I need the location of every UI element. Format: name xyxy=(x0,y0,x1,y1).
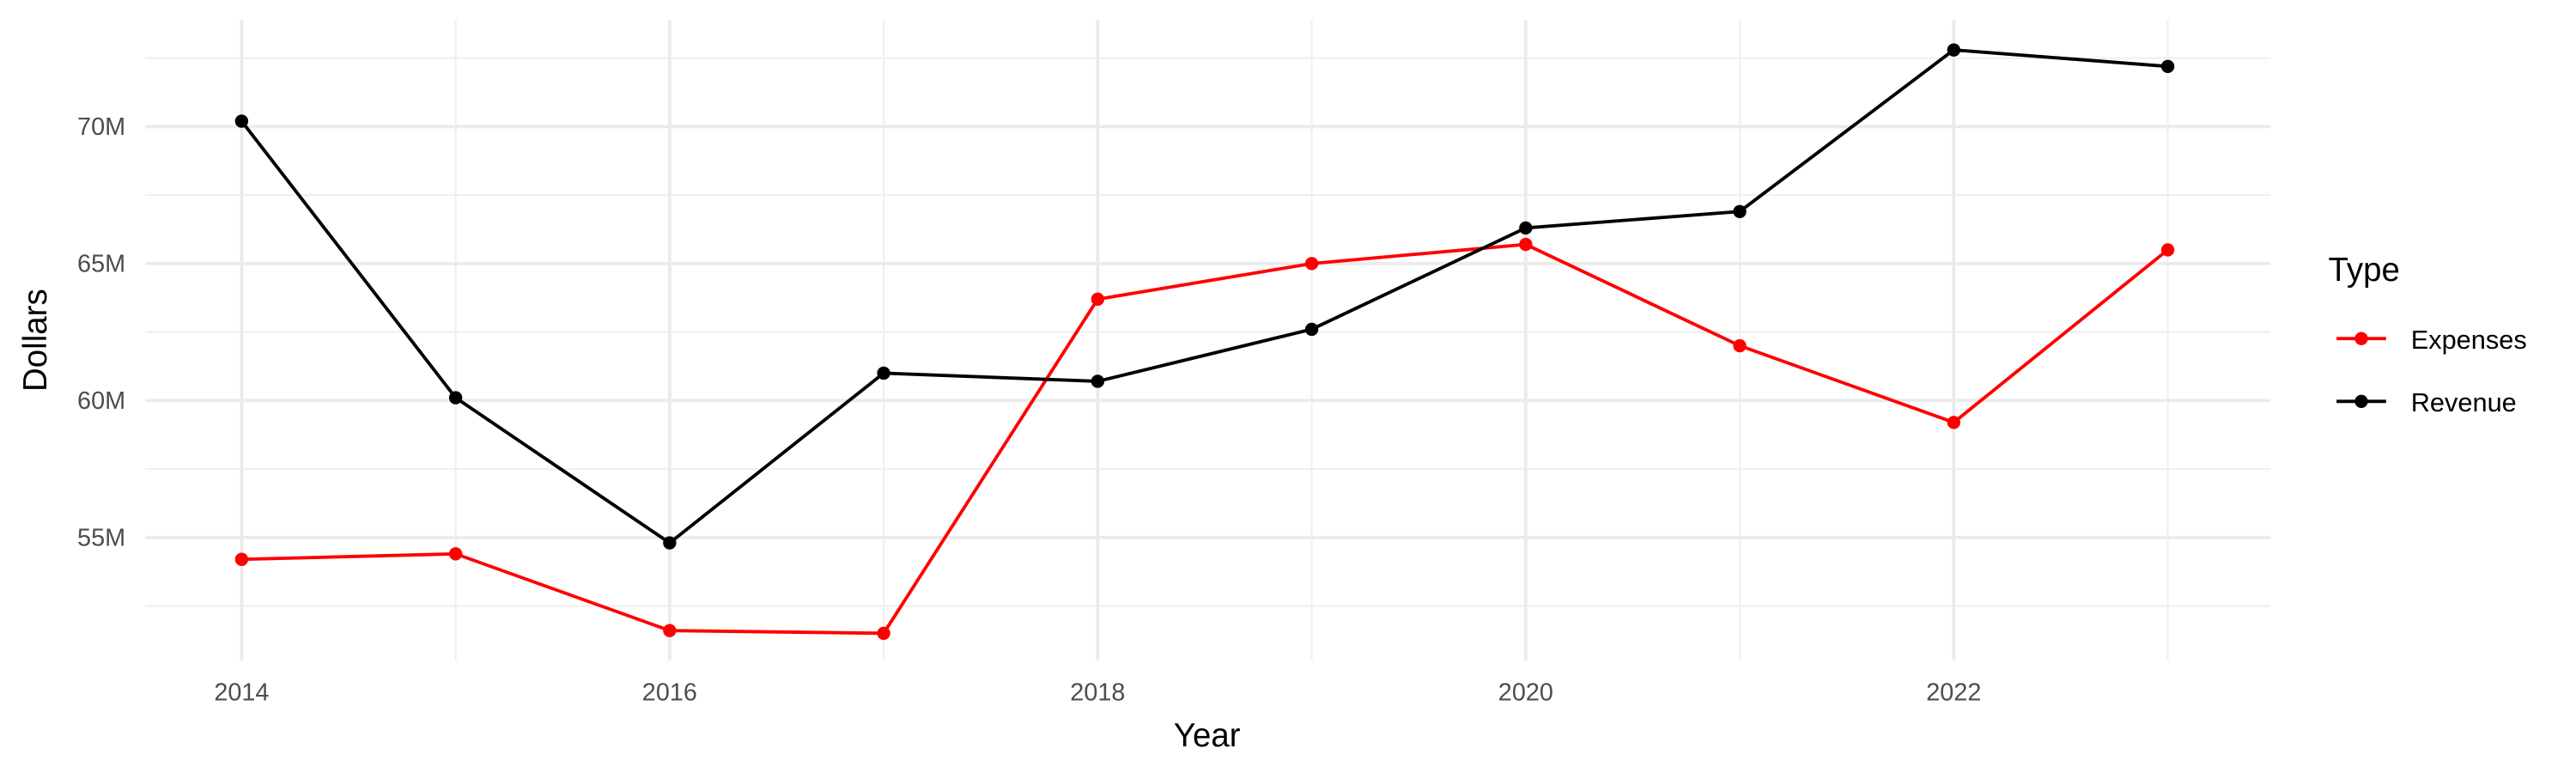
y-tick-label: 60M xyxy=(77,387,125,415)
data-point xyxy=(1091,292,1105,307)
x-tick-label: 2018 xyxy=(1070,679,1125,706)
x-axis-title: Year xyxy=(1174,717,1241,754)
data-point xyxy=(1519,221,1533,235)
data-point xyxy=(1304,322,1319,337)
y-tick-label: 70M xyxy=(77,113,125,141)
data-point xyxy=(877,366,890,380)
legend-title: Type xyxy=(2329,252,2400,289)
legend-label: Revenue xyxy=(2411,387,2517,417)
series-line xyxy=(241,242,2169,636)
x-tick-label: 2022 xyxy=(1926,679,1981,706)
legend-key-point xyxy=(2354,394,2368,408)
x-tick-label: 2016 xyxy=(642,679,697,706)
data-point xyxy=(663,624,677,637)
data-point xyxy=(2160,243,2175,257)
data-point xyxy=(1733,204,1747,218)
y-tick-label: 65M xyxy=(77,250,125,277)
legend-label: Expenses xyxy=(2411,325,2527,355)
data-point xyxy=(1091,374,1105,388)
data-point xyxy=(1519,237,1533,252)
data-point xyxy=(448,391,463,405)
data-point xyxy=(1733,338,1747,353)
series-line xyxy=(240,48,2168,545)
data-point xyxy=(1947,43,1961,57)
data-point xyxy=(234,552,249,566)
x-tick-label: 2014 xyxy=(214,679,269,706)
legend-key-point xyxy=(2354,332,2368,345)
data-point xyxy=(448,547,463,561)
data-point xyxy=(1947,416,1961,429)
y-axis-title: Dollars xyxy=(17,289,54,392)
data-point xyxy=(877,626,890,641)
data-point xyxy=(234,114,249,128)
y-tick-label: 55M xyxy=(77,524,125,551)
data-point xyxy=(2160,59,2175,73)
data-point xyxy=(663,536,677,550)
x-tick-label: 2020 xyxy=(1498,679,1553,706)
data-point xyxy=(1304,257,1319,271)
